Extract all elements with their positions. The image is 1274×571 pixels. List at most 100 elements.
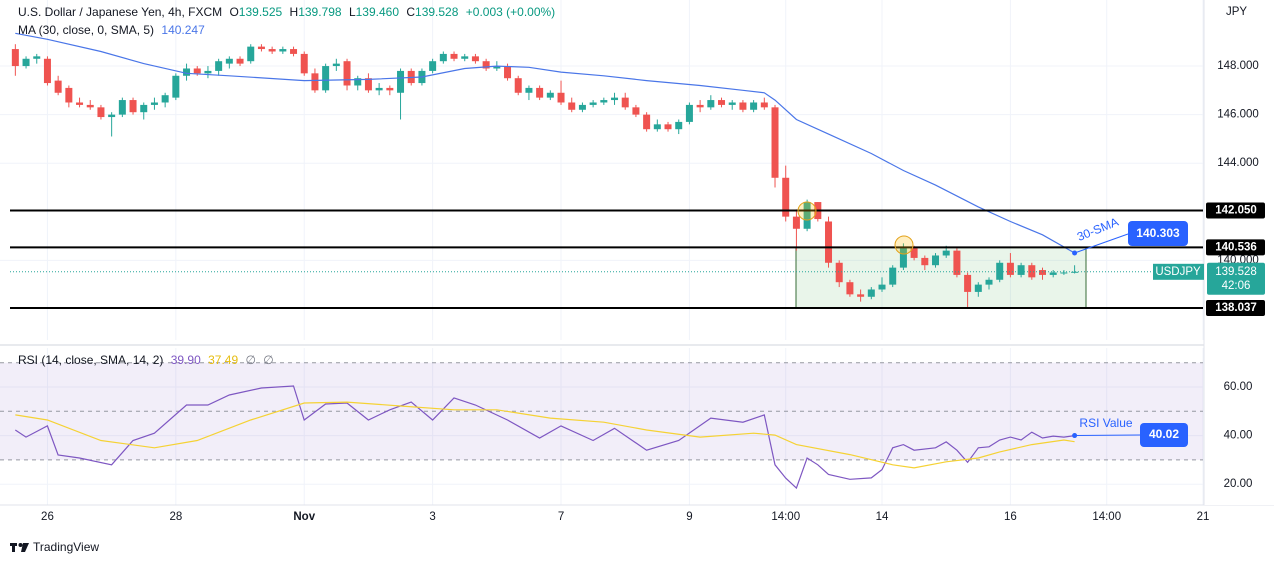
- candle-body: [782, 177, 790, 217]
- brand-logo: [10, 543, 29, 552]
- level-label: 140.536: [1215, 241, 1257, 253]
- candle-body: [568, 102, 576, 110]
- ohlc-value: 139.798: [298, 5, 342, 19]
- candle-body: [792, 216, 800, 229]
- candle-body: [225, 58, 233, 64]
- change: +0.003 (+0.00%): [466, 5, 555, 19]
- highlight-circle: [894, 235, 914, 255]
- candle-body: [161, 95, 169, 103]
- level-label-box: [1206, 239, 1265, 256]
- candle-body: [707, 100, 715, 108]
- countdown: 42:06: [1222, 280, 1251, 292]
- candle-body: [846, 282, 854, 295]
- x-tick-label: 21: [1197, 511, 1210, 523]
- candle-body: [525, 87, 533, 93]
- candle-body: [172, 75, 180, 98]
- x-tick-label: 14:00: [1092, 511, 1121, 523]
- candle-body: [921, 257, 929, 266]
- symbol-title: U.S. Dollar / Japanese Yen, 4h, FXCM: [18, 5, 222, 19]
- level-label-box: [1206, 300, 1265, 317]
- candle-body: [11, 49, 19, 67]
- candle-body: [290, 49, 298, 54]
- candle-body: [450, 53, 458, 59]
- rsi-legend: RSI (14, close, SMA, 14, 2) 39.90 37.49 …: [18, 353, 274, 367]
- annotation-value: 140.303: [1136, 226, 1180, 240]
- level-label: 142.050: [1215, 205, 1257, 217]
- candle-body: [461, 56, 469, 59]
- candle-body: [696, 104, 704, 108]
- candle-body: [664, 124, 672, 130]
- rsi-ma-legend-value: 37.49: [208, 353, 238, 367]
- y-tick-label: 144.000: [1217, 157, 1259, 169]
- candle-body: [1071, 271, 1079, 273]
- candle-body: [247, 46, 255, 62]
- logo-part: [18, 543, 23, 547]
- candle-body: [504, 66, 512, 79]
- candle-body: [685, 104, 693, 122]
- candle-body: [653, 124, 661, 130]
- candle-body: [118, 100, 126, 115]
- candle-body: [343, 61, 351, 86]
- candle-body: [589, 102, 597, 105]
- candle-body: [643, 114, 651, 130]
- candle-body: [985, 279, 993, 285]
- candle-body: [257, 46, 265, 50]
- highlight-circle: [797, 201, 817, 221]
- y-tick-label: 146.000: [1217, 109, 1259, 121]
- candle-body: [953, 250, 961, 275]
- candle-body: [750, 102, 758, 110]
- annotation-text: RSI Value: [1079, 416, 1132, 430]
- candle-body: [857, 294, 865, 297]
- candle-body: [867, 289, 875, 297]
- candle-body: [803, 202, 811, 229]
- candle-body: [65, 87, 73, 103]
- candle-body: [835, 262, 843, 283]
- annotation-line: [1074, 434, 1141, 437]
- candle-body: [471, 56, 479, 62]
- candle-body: [22, 58, 30, 67]
- candle-body: [910, 248, 918, 258]
- candle-body: [43, 58, 51, 84]
- candle-body: [54, 80, 62, 93]
- ma-line: [15, 32, 1075, 254]
- level-label: 138.037: [1215, 302, 1257, 314]
- candle-body: [183, 68, 191, 76]
- x-tick-label: 14: [876, 511, 889, 523]
- candle-body: [86, 104, 94, 108]
- ohlc-key: C: [406, 5, 415, 19]
- grid: [0, 0, 1204, 505]
- annotation-box: [1140, 423, 1188, 447]
- candle-body: [150, 102, 158, 105]
- candle-body: [204, 70, 212, 74]
- candle-body: [429, 61, 437, 71]
- y-tick-label: 148.000: [1217, 60, 1259, 72]
- candle-body: [76, 102, 84, 105]
- candle-body: [825, 221, 833, 263]
- candle-body: [215, 61, 223, 71]
- candle-body: [332, 63, 340, 67]
- brand: TradingView: [33, 540, 99, 554]
- candle-body: [140, 104, 148, 113]
- range-box: [795, 246, 1087, 309]
- x-tick-label: 26: [41, 511, 54, 523]
- ohlc-key: H: [290, 5, 299, 19]
- candle-body: [1006, 262, 1014, 275]
- ohlc-value: 139.525: [239, 5, 283, 19]
- last-price-label: 139.528: [1215, 266, 1257, 278]
- candle-body: [1060, 272, 1068, 274]
- ohlc-value: 139.460: [356, 5, 400, 19]
- candle-body: [236, 58, 244, 64]
- candle-body: [621, 97, 629, 108]
- candle-body: [942, 250, 950, 256]
- annotation-line: [1074, 233, 1129, 254]
- candle-body: [964, 274, 972, 292]
- x-tick-label: 7: [558, 511, 564, 523]
- ohlc-key: O: [229, 5, 238, 19]
- candle-body: [1017, 265, 1025, 275]
- rsi-line: [14, 385, 1075, 490]
- candle-body: [268, 49, 276, 52]
- candle-body: [760, 102, 768, 108]
- candle-body: [878, 284, 886, 290]
- candle-body: [108, 114, 116, 118]
